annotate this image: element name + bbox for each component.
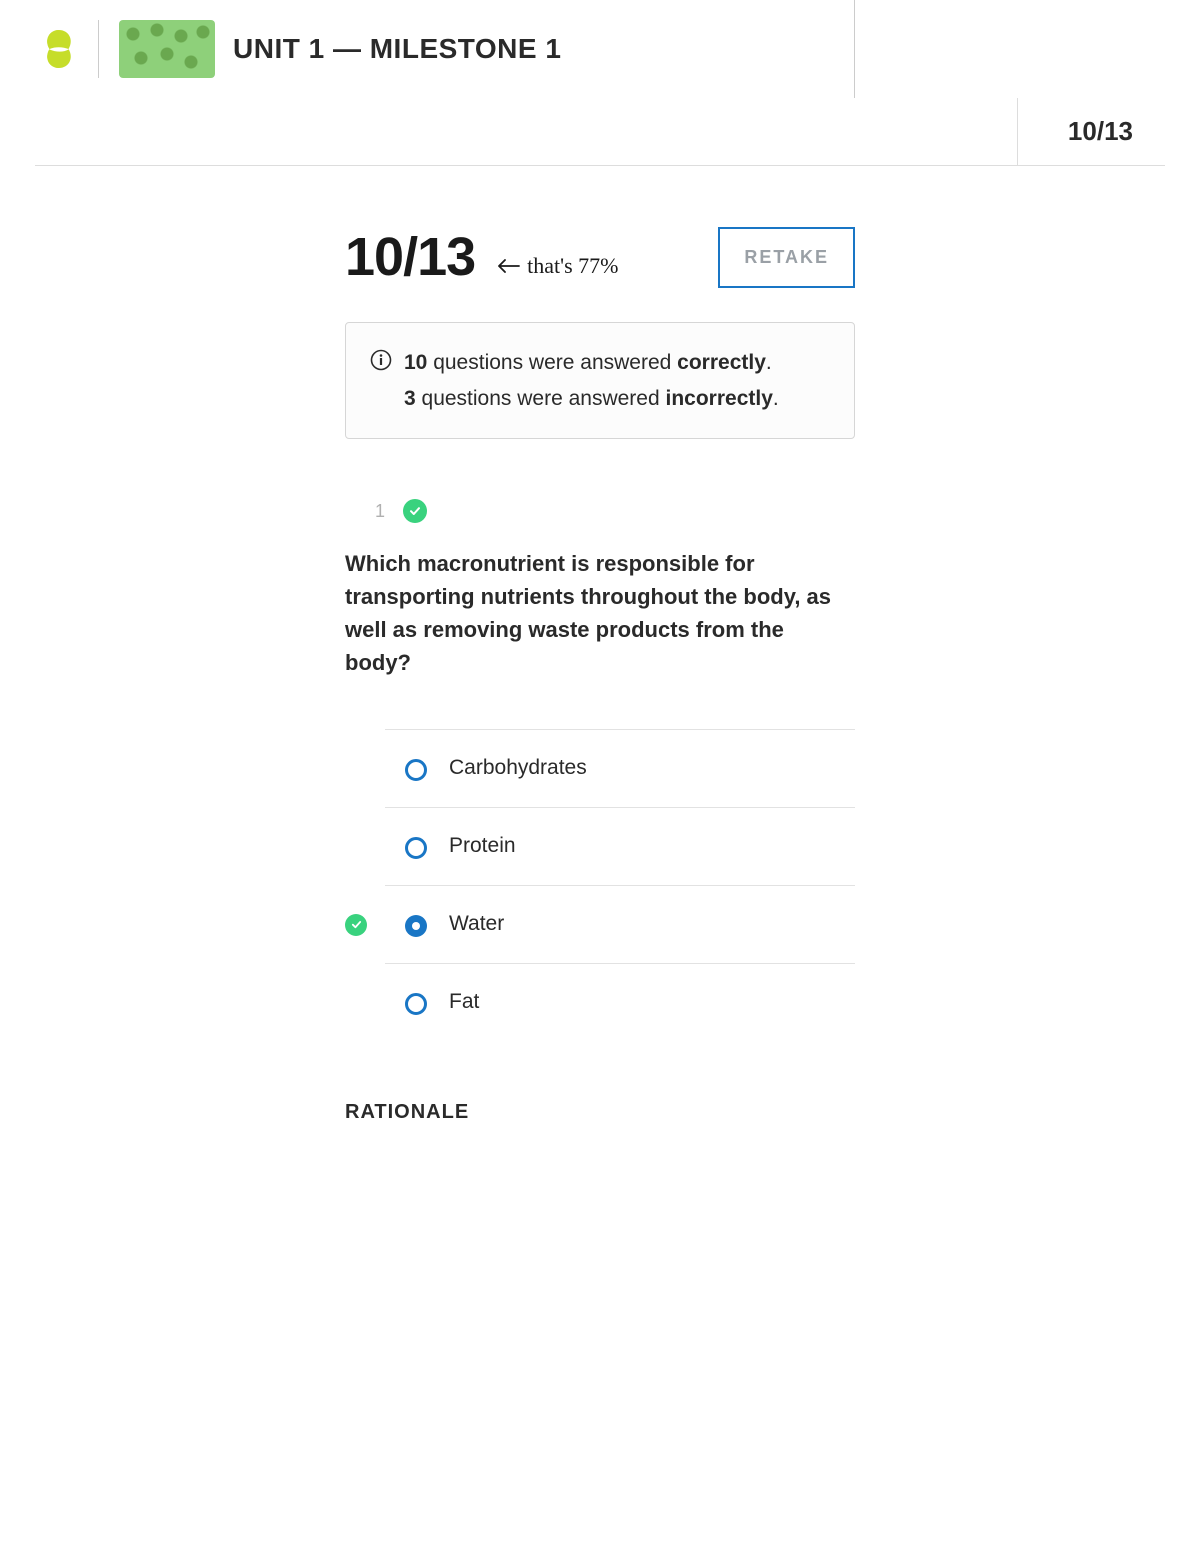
radio-selected[interactable] [405, 915, 427, 937]
header-divider [98, 20, 99, 78]
summary-text: 10 questions were answered correctly. 3 … [404, 345, 779, 416]
percent-annotation: that's 77% [495, 253, 618, 279]
subheader: 10/13 [35, 98, 1165, 166]
correct-mid: questions were answered [427, 351, 677, 374]
option-label: Protein [449, 834, 516, 858]
page-title: UNIT 1 — MILESTONE 1 [233, 33, 561, 65]
option-item[interactable]: Fat [385, 963, 855, 1041]
radio-unselected[interactable] [405, 837, 427, 859]
info-icon [370, 349, 392, 371]
correct-word: correctly [677, 351, 766, 374]
question-header: 1 [375, 499, 855, 523]
correct-badge [403, 499, 427, 523]
incorrect-mid: questions were answered [416, 387, 666, 410]
check-icon [351, 919, 362, 930]
rationale-heading: RATIONALE [345, 1101, 855, 1124]
correct-marker [345, 914, 367, 936]
radio-unselected[interactable] [405, 993, 427, 1015]
option-label: Carbohydrates [449, 756, 587, 780]
question-block: 1 Which macronutrient is responsible for… [345, 499, 855, 1124]
big-score: 10/13 [345, 226, 475, 288]
incorrect-count: 3 [404, 387, 416, 410]
question-text: Which macronutrient is responsible for t… [345, 547, 855, 679]
arrow-left-icon [495, 257, 521, 275]
radio-unselected[interactable] [405, 759, 427, 781]
check-icon [409, 505, 421, 517]
main-content: 10/13 that's 77% RETAKE 10 questions wer… [345, 226, 855, 1124]
option-item[interactable]: Protein [385, 807, 855, 885]
summary-box: 10 questions were answered correctly. 3 … [345, 322, 855, 439]
percent-text: that's 77% [527, 253, 618, 279]
subheader-score: 10/13 [1068, 116, 1133, 147]
question-number: 1 [375, 501, 385, 522]
option-label: Fat [449, 990, 479, 1014]
incorrect-word: incorrectly [666, 387, 773, 410]
option-label: Water [449, 912, 504, 936]
header: UNIT 1 — MILESTONE 1 [0, 0, 855, 98]
option-item[interactable]: Water [385, 885, 855, 963]
option-item[interactable]: Carbohydrates [385, 729, 855, 807]
brand-logo [40, 28, 78, 70]
correct-count: 10 [404, 351, 427, 374]
options-list: Carbohydrates Protein Water [385, 729, 855, 1041]
course-thumbnail[interactable] [119, 20, 215, 78]
score-row: 10/13 that's 77% RETAKE [345, 226, 855, 288]
retake-button[interactable]: RETAKE [718, 227, 855, 288]
